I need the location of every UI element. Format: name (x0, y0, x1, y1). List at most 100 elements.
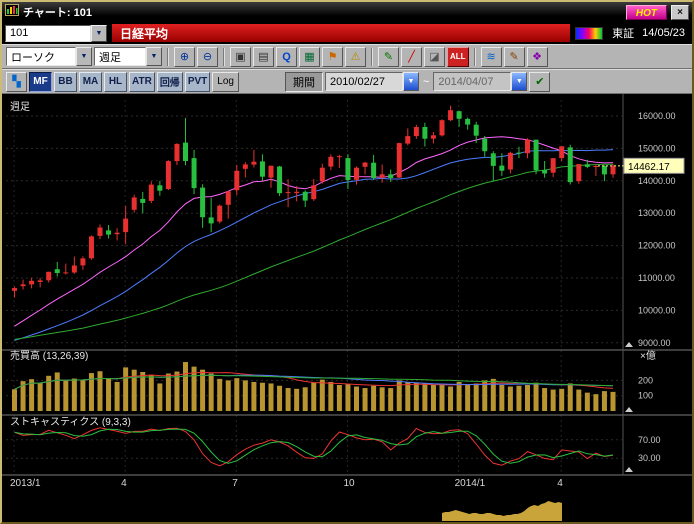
svg-text:7: 7 (232, 478, 238, 489)
last-price-marker: 14462.17 (598, 157, 685, 174)
date-from-select[interactable]: 2010/02/27 ▼ (324, 72, 419, 91)
grid-icon[interactable]: ▦ (299, 46, 320, 67)
timeframe-select[interactable]: 週足 ▼ (94, 47, 162, 66)
indicator-button-5[interactable]: ATR (129, 71, 155, 92)
volume-bar (259, 382, 265, 411)
volume-ma-lines (14, 371, 614, 390)
print-icon[interactable]: ▤ (253, 46, 274, 67)
toolbar-main: ローソク ▼ 週足 ▼ ⊕ ⊖ ▣ ▤ Q ▦ ⚑ ⚠ ✎ ╱ ◪ ALL ≋ ✎ ❖ (2, 44, 692, 69)
trend-line-icon[interactable]: ╱ (401, 46, 422, 67)
candle (507, 152, 513, 170)
candle (114, 232, 120, 235)
volume-bar (550, 389, 556, 411)
indicator-button-3[interactable]: MA (79, 71, 102, 92)
chevron-down-icon[interactable]: ▼ (76, 47, 92, 66)
candle (379, 174, 385, 178)
candle (601, 165, 607, 175)
range-navigator[interactable] (442, 501, 562, 521)
all-clear-button[interactable]: ALL (447, 46, 469, 67)
chevron-down-icon[interactable]: ▼ (146, 47, 162, 66)
range-separator: ~ (422, 75, 430, 88)
alert-icon[interactable]: ⚠ (345, 46, 366, 67)
code-dropdown-button[interactable]: ▼ (91, 24, 107, 42)
candle (559, 146, 565, 159)
candle (46, 271, 52, 281)
triangle-up-icon[interactable] (625, 342, 633, 347)
close-button[interactable]: × (671, 4, 689, 20)
volume-bar (430, 384, 436, 411)
indicator-button-1[interactable]: MF (29, 71, 52, 92)
indicator-button-6[interactable]: 回帰 (156, 71, 183, 92)
candle (567, 147, 573, 183)
chart-labels: 週足 売買高 (13,26,39) ×億 ストキャスティクス (9,3,3) (10, 101, 656, 428)
chevron-down-icon[interactable]: ▼ (402, 72, 419, 91)
triangle-up-icon[interactable] (625, 407, 633, 412)
volume-bar (20, 381, 26, 411)
volume-bar (277, 385, 283, 411)
candle (37, 280, 43, 282)
draw-line-icon[interactable]: ✎ (378, 46, 399, 67)
quote-icon[interactable]: Q (276, 46, 297, 67)
indicator-button-2[interactable]: BB (54, 71, 77, 92)
volume-bar (490, 378, 496, 411)
volume-bar (354, 386, 359, 411)
candle (550, 158, 556, 173)
chart-type-select[interactable]: ローソク ▼ (6, 47, 92, 66)
zoom-out-icon[interactable]: ⊖ (197, 46, 218, 67)
indicator-button-7[interactable]: PVT (184, 71, 211, 92)
date-to-select[interactable]: 2014/04/07 ▼ (433, 72, 528, 91)
app-icon (5, 3, 19, 21)
pencil-icon[interactable]: ✎ (503, 46, 525, 67)
volume-bar (37, 382, 43, 411)
capture-icon[interactable]: ▣ (230, 46, 251, 67)
eraser-icon[interactable]: ◪ (424, 46, 445, 67)
candle (131, 197, 137, 210)
volume-bar (97, 371, 103, 411)
hot-button[interactable]: HOT (625, 4, 667, 20)
svg-text:13000.00: 13000.00 (638, 208, 676, 218)
candle (200, 187, 206, 218)
separator (371, 47, 373, 66)
volume-bar (593, 394, 599, 411)
candle (448, 110, 454, 121)
candle (242, 164, 248, 169)
volume-bar (234, 378, 240, 411)
indicator-button-4[interactable]: HL (104, 71, 127, 92)
volume-bar (131, 369, 137, 411)
flag-icon[interactable]: ⚑ (322, 46, 343, 67)
zoom-in-icon[interactable]: ⊕ (174, 46, 195, 67)
chevron-down-icon[interactable]: ▼ (511, 72, 528, 91)
palette-icon[interactable]: ❖ (526, 46, 548, 67)
chart-canvas[interactable]: 16000.00 15000.00 14000.00 13000.00 12000.00… (2, 94, 694, 522)
candle (499, 165, 505, 171)
chart-type-value: ローソク (6, 47, 76, 66)
multi-window-icon[interactable]: ▚ (6, 71, 27, 92)
volume-bar (12, 389, 17, 411)
volume-ma-line (14, 374, 614, 390)
candle (593, 166, 599, 167)
svg-text:9000.00: 9000.00 (638, 338, 671, 348)
candle (490, 153, 496, 166)
rainbow-indicator-icon[interactable] (575, 26, 604, 40)
timeframe-value: 週足 (94, 47, 146, 66)
candle (439, 120, 445, 136)
candle (525, 139, 530, 154)
candle (362, 162, 368, 167)
svg-text:12000.00: 12000.00 (638, 241, 676, 251)
volume-bar (251, 381, 257, 411)
code-input[interactable] (5, 24, 91, 42)
svg-text:2014/1: 2014/1 (455, 478, 486, 489)
quote-date-label: 14/05/23 (642, 27, 685, 39)
multi-color-icon[interactable]: ≋ (480, 46, 502, 67)
titlebar[interactable]: チャート: 101 HOT × (2, 2, 692, 22)
volume-bar (217, 378, 223, 411)
apply-button[interactable]: ✔ (529, 71, 551, 92)
triangle-up-icon[interactable] (625, 467, 633, 472)
volume-bar (268, 383, 274, 411)
log-scale-button[interactable]: Log (212, 71, 239, 92)
panel-separators (2, 94, 692, 476)
volume-bar (302, 387, 308, 411)
svg-text:100: 100 (638, 391, 653, 401)
svg-text:10: 10 (343, 478, 355, 489)
